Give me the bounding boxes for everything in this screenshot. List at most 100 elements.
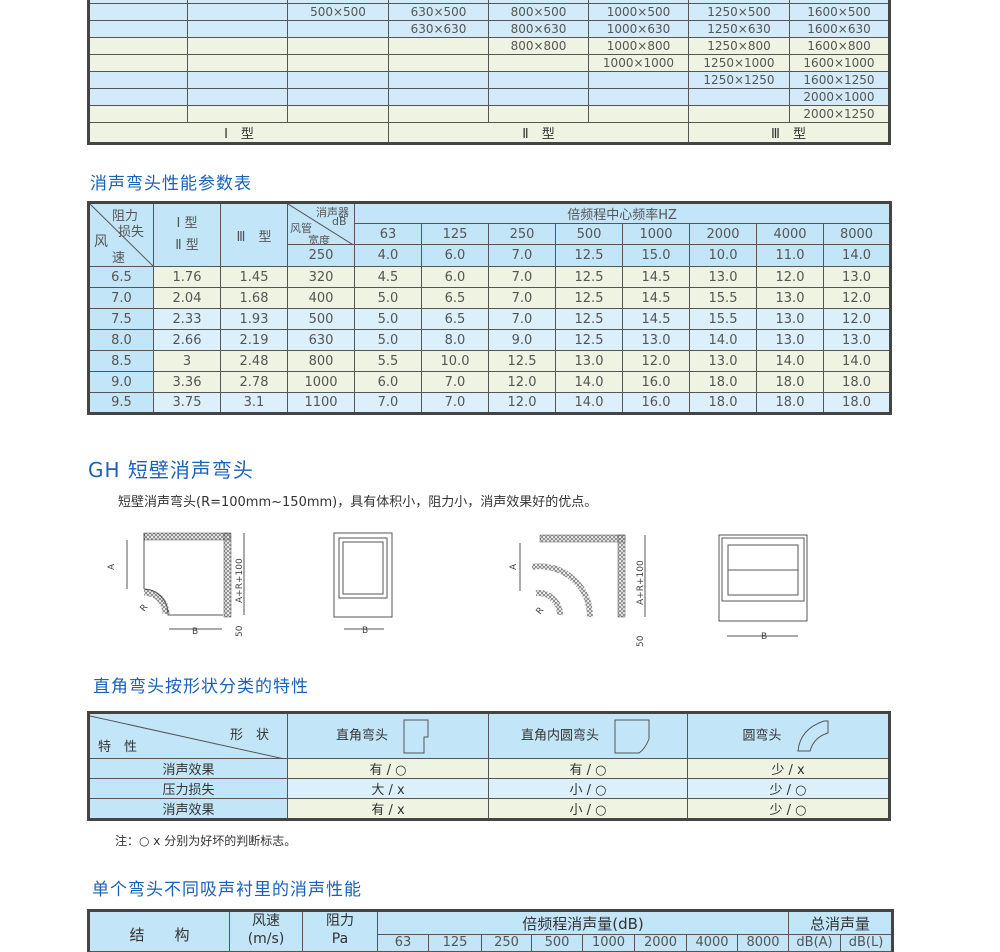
size-cell: 2000×1250	[789, 105, 890, 123]
header-duct-width: 消声器 dB 风管 宽度	[287, 202, 355, 245]
gh-description: 短壁消声弯头(R=100mm~150mm)，具有体积小，阻力小，消声效果好的优点…	[118, 495, 598, 510]
frequency-header: 1000	[582, 934, 635, 952]
dimension-arr: A+R+100	[636, 560, 646, 605]
frequency-header: 500	[531, 934, 583, 952]
size-cell: 630×630	[388, 20, 489, 38]
size-cell	[88, 20, 188, 38]
table-row: 630×630 800×630 1000×630 1250×630 1600×630	[88, 20, 890, 38]
size-cell	[488, 54, 589, 72]
size-cell: 1000×500	[588, 3, 689, 21]
gh-title: GH 短壁消声弯头	[88, 458, 254, 482]
size-cell: 1600×630	[789, 20, 890, 38]
value-cell: 10.0	[421, 350, 489, 372]
size-cell: 1600×800	[789, 37, 890, 55]
size-cell	[388, 88, 489, 106]
value-cell: 400	[287, 287, 355, 309]
col-round: 圆弯头	[687, 712, 890, 759]
header-structure: 结 构	[88, 910, 230, 952]
table-row: 1000×1000 1250×1000 1600×1000	[88, 54, 890, 72]
size-cell: 1250×500	[688, 3, 790, 21]
value-cell: 6.5	[421, 308, 489, 330]
value-cell: 2.04	[153, 287, 221, 309]
frequency-header: 63	[354, 223, 422, 245]
value-cell: 13.0	[822, 266, 892, 288]
value-cell: 7.0	[421, 371, 489, 393]
value-cell: 3.36	[153, 371, 221, 393]
table-row: 500×500 630×500 800×500 1000×500 1250×500 160…	[88, 3, 890, 21]
value-cell: 13.0	[622, 329, 690, 351]
value-cell: 13.0	[689, 350, 757, 372]
value-cell: 12.0	[822, 287, 892, 309]
size-cell	[187, 54, 288, 72]
size-cell: 1000×630	[588, 20, 689, 38]
value-cell: 18.0	[689, 371, 757, 393]
table-row: 2000×1250	[88, 105, 890, 123]
value-cell: 13.0	[689, 266, 757, 288]
size-cell: 1600×1000	[789, 54, 890, 72]
value-cell: 12.5	[555, 244, 623, 267]
total-unit-header: dB(L)	[840, 934, 894, 952]
frequency-header: 8000	[822, 223, 892, 245]
dimension-a: A	[509, 563, 519, 570]
rating-cell: 小 / ○	[488, 798, 688, 820]
header-type3: Ⅲ 型	[220, 202, 288, 267]
value-cell: 12.0	[488, 371, 556, 393]
value-cell: 11.0	[756, 244, 824, 267]
rating-cell: 少 / ○	[687, 778, 890, 799]
value-cell: 12.0	[622, 350, 690, 372]
value-cell: 14.5	[622, 287, 690, 309]
header-speed-resistance: 阻力 损失 风 速	[88, 202, 154, 267]
value-cell: 12.0	[488, 392, 556, 414]
rating-cell: 有 / ○	[287, 758, 489, 779]
header-label: 损失	[118, 225, 145, 240]
value-cell: 4.0	[354, 244, 422, 267]
dimension-b: B	[192, 627, 198, 637]
short-wall-elbow-diagram: A A+R+100 B R 50 B	[107, 532, 393, 637]
col-inner-round: 直角内圆弯头	[488, 712, 688, 759]
table-row: 9.5 3.75 3.1 1100 7.0 7.0 12.0 14.0 16.0 18.0 18.0…	[88, 392, 892, 414]
header-label: 直角内圆弯头	[520, 728, 599, 744]
rating-cell: 有 / ○	[488, 758, 688, 779]
characteristic-label: 消声效果	[88, 798, 288, 820]
dimension-r: R	[535, 606, 547, 617]
wind-speed-cell: 6.5	[88, 266, 154, 288]
shape-note: 注：○ x 分别为好坏的判断标志。	[115, 834, 297, 848]
value-cell: 12.5	[555, 329, 623, 351]
size-cell	[287, 20, 389, 38]
size-cell	[388, 37, 489, 55]
rating-cell: 大 / x	[287, 778, 489, 799]
value-cell: 6.0	[354, 371, 422, 393]
size-cell: 1000×1000	[588, 54, 689, 72]
value-cell: 3	[153, 350, 221, 372]
frequency-header: 250	[488, 223, 556, 245]
wind-speed-cell: 9.0	[88, 371, 154, 393]
frequency-header: 2000	[689, 223, 757, 245]
dimension-50: 50	[235, 625, 245, 637]
value-cell: 8.0	[421, 329, 489, 351]
header-frequency: 倍频程中心频率HZ	[353, 202, 892, 224]
frequency-header: 4000	[756, 223, 824, 245]
table-row: 消声效果有 / ○ 有 / ○ 少 / x	[88, 758, 890, 779]
size-cell	[88, 71, 188, 89]
rating-cell: 少 / ○	[687, 798, 890, 820]
wind-speed-cell: 9.5	[88, 392, 154, 414]
dimension-b: B	[362, 626, 368, 636]
header-label: 风管	[290, 222, 312, 235]
table-row: 7.0 2.04 1.68 400 5.0 6.5 7.0 12.5 14.5 15.5 13.0 1…	[88, 287, 892, 309]
frequency-header: 2000	[634, 934, 687, 952]
value-cell: 14.5	[622, 266, 690, 288]
value-cell: 4.5	[354, 266, 422, 288]
characteristic-label: 消声效果	[88, 758, 288, 779]
value-cell: 14.0	[555, 371, 623, 393]
value-cell: 1100	[287, 392, 355, 414]
single-elbow-table: 结 构 风速 (m/s) 阻力 Pa 倍频程消声量(dB) 总消声量 63 125 25…	[87, 909, 895, 952]
value-cell: 7.0	[488, 266, 556, 288]
header-label: 特 性	[98, 740, 138, 755]
value-cell: 5.5	[354, 350, 422, 372]
value-cell: 5.0	[354, 287, 422, 309]
right-angle-shape-icon	[403, 719, 429, 754]
frequency-header: 250	[481, 934, 532, 952]
value-cell: 16.0	[622, 371, 690, 393]
duct-width-cell: 250	[287, 244, 355, 267]
